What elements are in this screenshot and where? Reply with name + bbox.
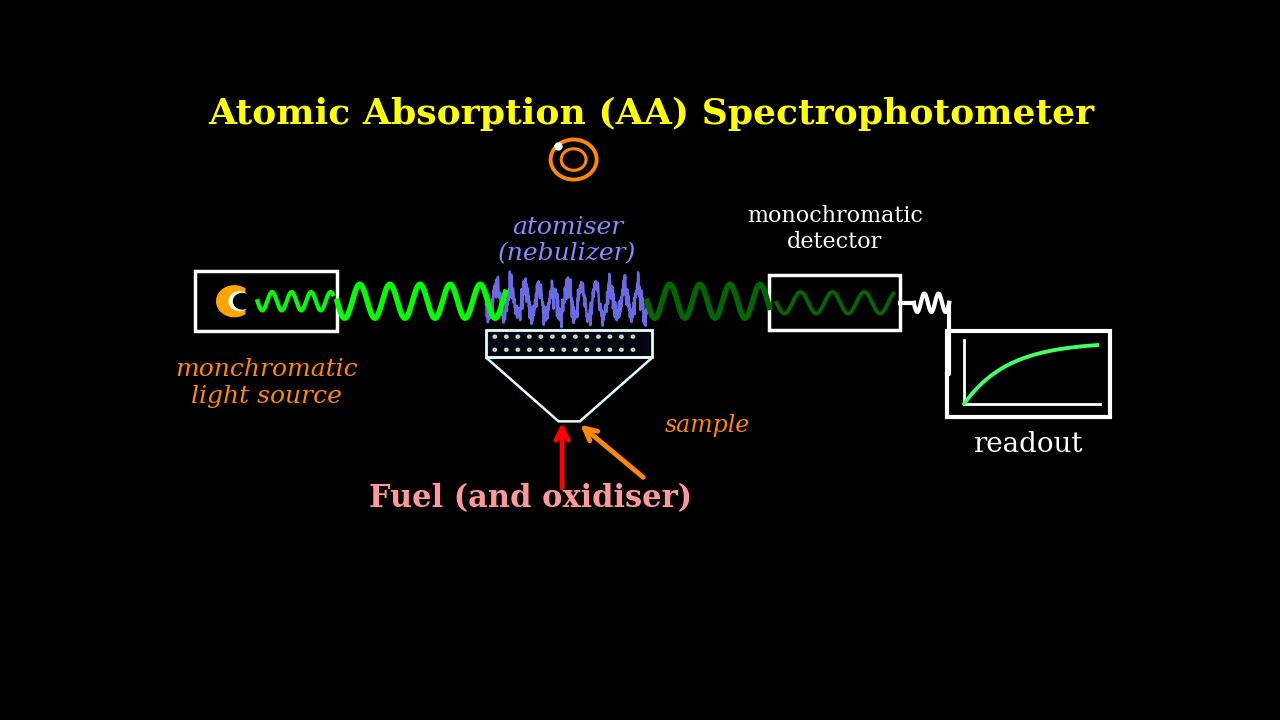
Circle shape bbox=[620, 335, 623, 338]
Circle shape bbox=[596, 335, 600, 338]
Circle shape bbox=[596, 348, 600, 351]
Bar bbox=[946, 331, 1110, 418]
Text: Fuel (and oxidiser): Fuel (and oxidiser) bbox=[369, 483, 691, 514]
Circle shape bbox=[608, 335, 612, 338]
Bar bbox=[486, 330, 653, 357]
Text: monochromatic
detector: monochromatic detector bbox=[748, 205, 923, 253]
Text: readout: readout bbox=[973, 431, 1083, 458]
Circle shape bbox=[516, 348, 520, 351]
Polygon shape bbox=[233, 294, 247, 309]
Circle shape bbox=[631, 348, 635, 351]
Circle shape bbox=[516, 335, 520, 338]
Circle shape bbox=[608, 348, 612, 351]
Circle shape bbox=[620, 348, 623, 351]
Circle shape bbox=[573, 348, 577, 351]
Text: monchromatic
light source: monchromatic light source bbox=[175, 358, 357, 408]
Bar bbox=[196, 271, 337, 331]
Circle shape bbox=[539, 348, 543, 351]
Circle shape bbox=[631, 335, 635, 338]
Circle shape bbox=[493, 348, 497, 351]
Bar bbox=[769, 275, 900, 330]
Circle shape bbox=[562, 348, 566, 351]
Circle shape bbox=[562, 335, 566, 338]
Polygon shape bbox=[229, 292, 246, 310]
Circle shape bbox=[585, 348, 589, 351]
Circle shape bbox=[539, 335, 543, 338]
Circle shape bbox=[550, 335, 554, 338]
Text: atomiser
(nebulizer): atomiser (nebulizer) bbox=[498, 215, 636, 265]
Circle shape bbox=[585, 335, 589, 338]
Circle shape bbox=[504, 348, 508, 351]
Text: Atomic Absorption (AA) Spectrophotometer: Atomic Absorption (AA) Spectrophotometer bbox=[209, 97, 1094, 131]
Circle shape bbox=[527, 348, 531, 351]
Circle shape bbox=[504, 335, 508, 338]
Circle shape bbox=[493, 335, 497, 338]
Circle shape bbox=[573, 335, 577, 338]
Circle shape bbox=[550, 348, 554, 351]
Circle shape bbox=[527, 335, 531, 338]
Polygon shape bbox=[216, 286, 244, 317]
Text: sample: sample bbox=[664, 414, 750, 437]
